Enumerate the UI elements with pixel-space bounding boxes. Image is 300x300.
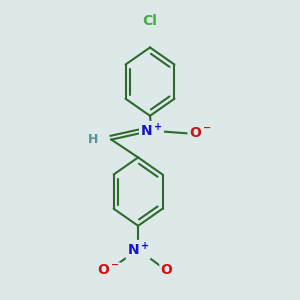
Text: $\mathregular{O^-}$: $\mathregular{O^-}$ [97, 263, 120, 278]
Text: Cl: Cl [142, 14, 158, 28]
Text: H: H [88, 133, 98, 146]
Text: $\mathregular{N^+}$: $\mathregular{N^+}$ [140, 122, 163, 139]
Text: $\mathregular{N^+}$: $\mathregular{N^+}$ [127, 241, 149, 258]
Text: O: O [160, 263, 172, 278]
Text: $\mathregular{O^-}$: $\mathregular{O^-}$ [189, 126, 211, 140]
